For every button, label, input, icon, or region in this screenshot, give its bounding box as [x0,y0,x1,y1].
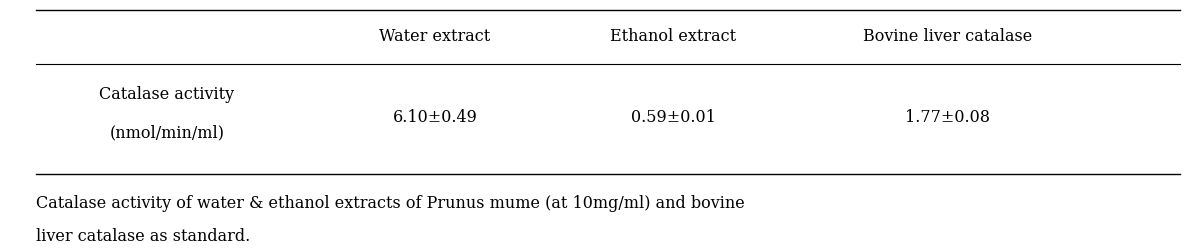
Text: Catalase activity: Catalase activity [99,86,235,103]
Text: 6.10±0.49: 6.10±0.49 [392,109,478,126]
Text: Bovine liver catalase: Bovine liver catalase [863,28,1032,45]
Text: Ethanol extract: Ethanol extract [610,28,737,45]
Text: Catalase activity of water & ethanol extracts of Prunus mume (at 10mg/ml) and bo: Catalase activity of water & ethanol ext… [36,194,745,211]
Text: 1.77±0.08: 1.77±0.08 [905,109,991,126]
Text: (nmol/min/ml): (nmol/min/ml) [110,124,224,141]
Text: Water extract: Water extract [379,28,491,45]
Text: 0.59±0.01: 0.59±0.01 [631,109,716,126]
Text: liver catalase as standard.: liver catalase as standard. [36,227,250,244]
